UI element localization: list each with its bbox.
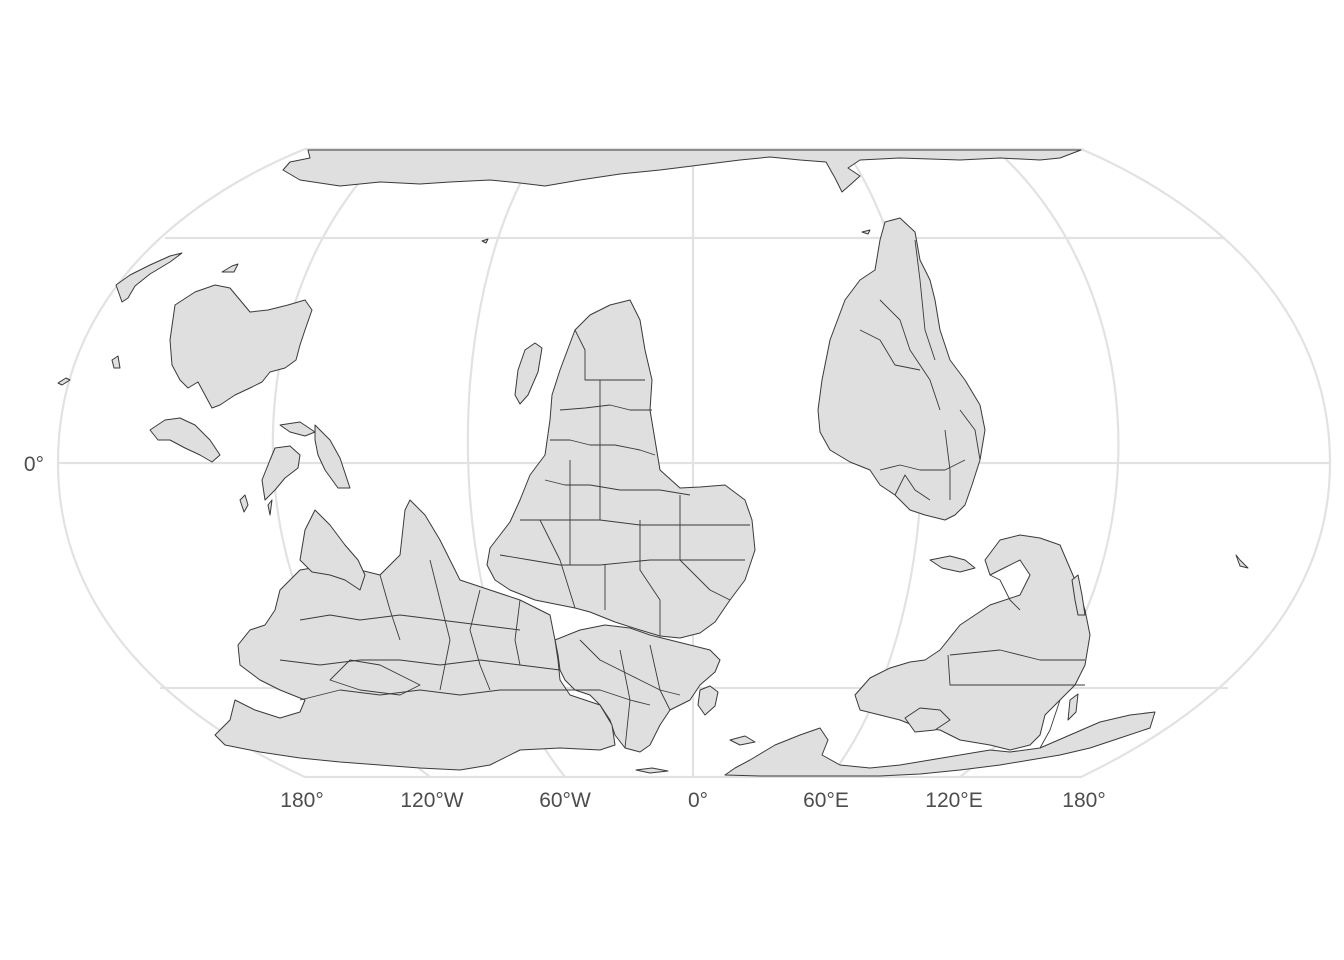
island — [57, 377, 71, 386]
x-tick-label: 120°W — [400, 789, 463, 812]
island — [115, 252, 183, 303]
island — [514, 342, 543, 405]
peninsula — [314, 424, 351, 489]
island — [697, 685, 719, 716]
island — [904, 707, 951, 733]
y-axis-labels: 0° — [24, 453, 44, 476]
island — [729, 735, 756, 746]
land-masses — [57, 149, 1249, 777]
antarctica — [282, 149, 1082, 193]
island — [1235, 554, 1249, 569]
x-tick-label: 60°E — [803, 789, 849, 812]
landmass-right-australia — [854, 534, 1091, 751]
island — [267, 499, 273, 516]
landmass-right-south — [724, 711, 1156, 777]
landmass-right-asia — [817, 217, 986, 521]
map-outline — [56, 147, 1332, 779]
island — [221, 263, 239, 273]
island — [111, 355, 121, 369]
x-tick-label: 180° — [280, 789, 323, 812]
landmass-left-north — [169, 284, 313, 409]
peninsula — [299, 509, 366, 591]
x-axis-labels: 180° 120°W 60°W 0° 60°E 120°E 180° — [280, 789, 1105, 812]
island — [1067, 693, 1079, 721]
island — [635, 767, 669, 774]
island — [481, 238, 489, 244]
y-tick-label: 0° — [24, 453, 44, 476]
island — [1071, 574, 1086, 616]
island — [929, 555, 976, 573]
x-tick-label: 0° — [688, 789, 708, 812]
island — [261, 445, 301, 501]
island — [279, 421, 316, 437]
x-tick-label: 180° — [1062, 789, 1105, 812]
island — [149, 417, 221, 463]
x-tick-label: 120°E — [925, 789, 982, 812]
island — [861, 229, 871, 235]
x-tick-label: 60°W — [539, 789, 591, 812]
island — [239, 494, 249, 513]
landmass-center — [486, 299, 756, 639]
country-borders — [279, 239, 1085, 749]
